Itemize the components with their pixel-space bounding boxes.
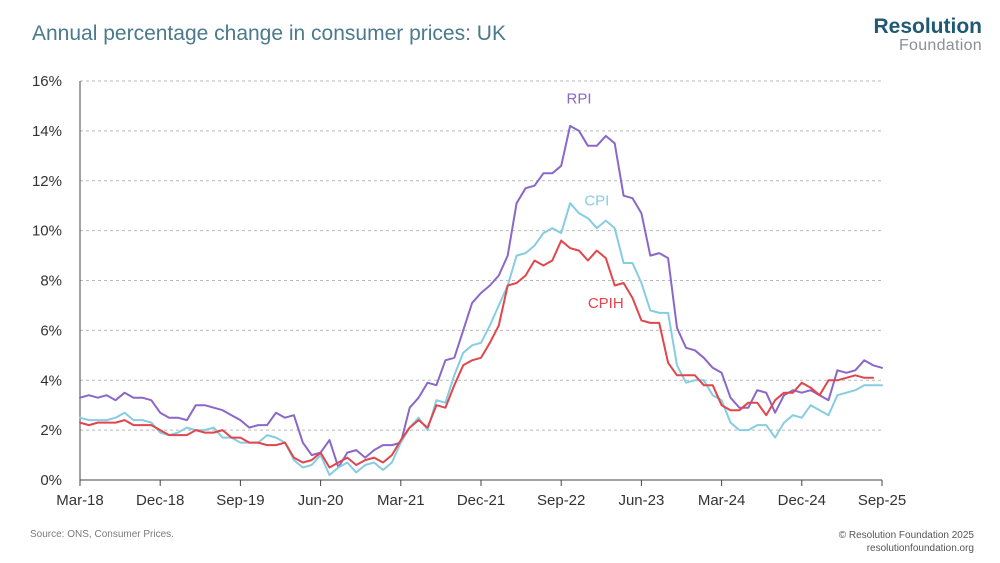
source-note: Source: ONS, Consumer Prices. — [30, 529, 174, 540]
series-group — [79, 124, 883, 476]
x-tick-label: Sep-19 — [216, 492, 264, 509]
y-tick-label: 0% — [40, 472, 62, 489]
logo-subtitle: Foundation — [898, 37, 982, 54]
y-tick-label: 2% — [40, 422, 62, 439]
x-axis: Mar-18 Dec-18 Sep-19 Jun-20 Mar-21 Dec-21 Sep-… — [56, 81, 906, 509]
y-tick-label: 14% — [32, 123, 62, 140]
chart-title: Annual percentage change in consumer pri… — [32, 22, 506, 45]
series-labels: RPI CPI CPIH — [567, 90, 624, 311]
x-tick-label: Dec-18 — [136, 492, 184, 509]
x-tick-label: Sep-22 — [537, 492, 585, 509]
x-tick-label: Jun-23 — [618, 492, 664, 509]
x-tick-label: Mar-21 — [377, 492, 425, 509]
series-line-rpi — [79, 124, 883, 469]
series-label-cpi: CPI — [584, 193, 609, 210]
brand-logo: Resolution Foundation — [874, 16, 983, 54]
y-tick-label: 4% — [40, 372, 62, 389]
series-label-rpi: RPI — [567, 90, 592, 107]
x-tick-label: Mar-24 — [698, 492, 746, 509]
copyright-text: © Resolution Foundation 2025 — [838, 530, 974, 541]
y-tick-label: 12% — [32, 173, 62, 190]
series-line-cpih — [79, 239, 875, 469]
x-tick-label: Mar-18 — [56, 492, 104, 509]
logo-wordmark: Resolution — [873, 15, 983, 38]
series-label-cpih: CPIH — [588, 295, 624, 312]
y-tick-label: 16% — [32, 73, 62, 90]
y-tick-label: 10% — [32, 223, 62, 240]
series-line-cpi — [79, 202, 883, 476]
x-tick-label: Jun-20 — [298, 492, 344, 509]
website-text: resolutionfoundation.org — [866, 543, 974, 554]
x-tick-label: Dec-21 — [457, 492, 505, 509]
chart-grid — [80, 80, 882, 431]
x-tick-label: Sep-25 — [858, 492, 906, 509]
y-tick-label: 6% — [40, 322, 62, 339]
y-tick-label: 8% — [40, 273, 62, 290]
y-axis: 0% 2% 4% 6% 8% 10% 12% 14% 16% — [32, 73, 62, 489]
x-tick-label: Dec-24 — [778, 492, 826, 509]
credit: © Resolution Foundation 2025 resolutionf… — [839, 529, 974, 555]
